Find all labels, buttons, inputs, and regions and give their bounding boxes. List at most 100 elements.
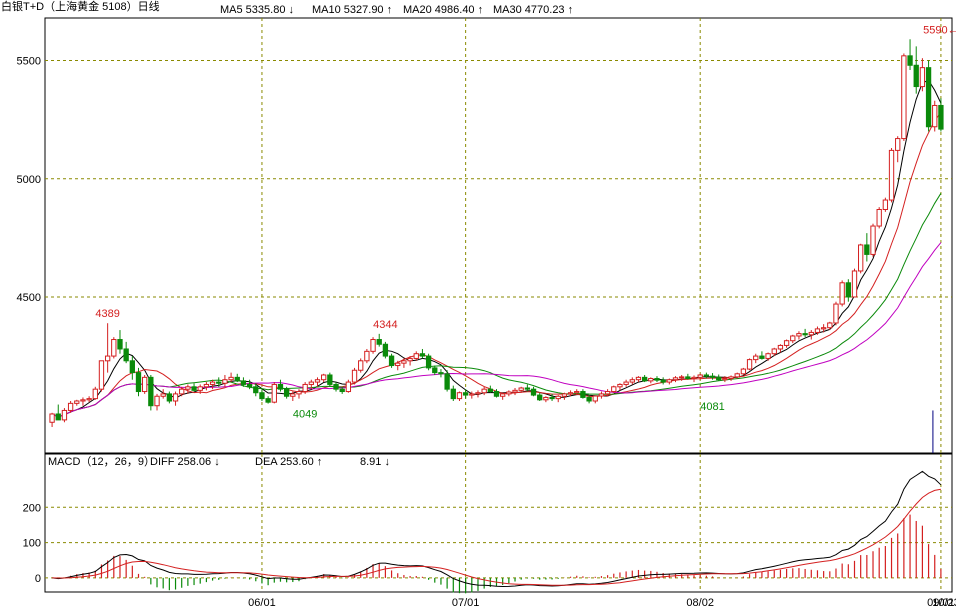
- candle-down: [438, 372, 444, 375]
- candle-up: [67, 402, 74, 411]
- candle-down: [444, 373, 450, 390]
- candle-up: [753, 355, 759, 361]
- candle-up: [469, 393, 475, 396]
- ma20-line: [51, 193, 942, 418]
- candle-down: [265, 398, 271, 403]
- candle-down: [759, 355, 765, 359]
- candle-up: [611, 386, 617, 393]
- candle-up: [506, 391, 512, 395]
- price-annotation: 4389: [95, 308, 119, 320]
- candle-up: [271, 383, 277, 403]
- candle-up: [197, 386, 203, 391]
- dea-line: [52, 488, 941, 586]
- candle-up: [154, 395, 160, 407]
- macd-tick-label: 200: [23, 502, 41, 514]
- candle-down: [450, 388, 456, 400]
- date-tick-label: 07/01: [452, 597, 480, 609]
- candle-down: [129, 360, 135, 374]
- macd-title: MACD（12，26，9）: [48, 455, 155, 468]
- price-annotation: 4049: [293, 409, 317, 421]
- candle-up: [901, 55, 907, 140]
- candle-up: [629, 379, 635, 383]
- candle-up: [413, 353, 419, 359]
- candle-up: [475, 392, 481, 395]
- candle-up: [74, 400, 80, 404]
- ma20-legend: MA20 4986.40 ↑: [403, 4, 483, 16]
- date-tick-label: 09/01: [927, 597, 955, 609]
- candle-up: [679, 376, 685, 379]
- candle-down: [660, 379, 666, 383]
- candle-up: [364, 350, 370, 362]
- candle-up: [783, 340, 790, 346]
- candle-up: [92, 388, 98, 400]
- candle-down: [339, 388, 345, 393]
- candle-up: [104, 355, 111, 362]
- candle-up: [617, 383, 623, 388]
- macd-tick-label: 0: [35, 573, 41, 585]
- candle-down: [685, 376, 691, 380]
- candle-up: [827, 322, 833, 329]
- candle-up: [179, 388, 185, 395]
- macd-panel-border: [44, 453, 953, 593]
- candle-up: [895, 138, 901, 151]
- candle-up: [697, 374, 703, 378]
- candle-up: [635, 376, 642, 381]
- candle-down: [376, 339, 382, 345]
- candle-down: [382, 343, 389, 357]
- candle-up: [407, 357, 413, 362]
- candles: [49, 39, 944, 427]
- candle-down: [845, 282, 851, 298]
- price-panel-border: [44, 17, 953, 454]
- candle-up: [500, 393, 506, 397]
- candle-up: [882, 199, 889, 210]
- candle-up: [851, 270, 858, 298]
- candle-up: [321, 374, 327, 381]
- candle-up: [481, 388, 487, 394]
- candle-down: [425, 355, 432, 369]
- candle-up: [790, 335, 796, 342]
- candle-up: [598, 393, 605, 397]
- candle-up: [561, 393, 568, 397]
- candle-up: [574, 391, 580, 394]
- candle-up: [160, 393, 166, 397]
- candle-up: [351, 369, 358, 383]
- candle-up: [777, 344, 784, 350]
- candle-down: [530, 388, 537, 396]
- candle-up: [672, 377, 679, 381]
- candle-up: [358, 360, 364, 371]
- price-annotation: 4344: [373, 319, 397, 331]
- price-annotations: 4389 4049 4344 4081 5590←: [95, 24, 956, 420]
- candle-up: [98, 360, 105, 390]
- candle-down: [327, 374, 333, 385]
- candle-up: [814, 328, 821, 333]
- candle-down: [55, 413, 61, 421]
- date-tick-label: 06/01: [248, 597, 276, 609]
- candle-up: [734, 373, 740, 378]
- candle-up: [80, 399, 86, 402]
- candle-up: [592, 395, 598, 402]
- candle-down: [913, 64, 919, 88]
- candle-down: [709, 375, 716, 378]
- candle-up: [833, 303, 839, 324]
- candle-up: [604, 391, 611, 395]
- candle-up: [203, 383, 210, 388]
- candle-down: [537, 394, 543, 401]
- macd-diff: DIFF 258.06 ↓: [150, 456, 220, 468]
- candle-up: [765, 353, 771, 359]
- macd-tick-label: 100: [23, 538, 41, 550]
- candle-up: [919, 67, 926, 88]
- candle-up: [746, 359, 753, 370]
- candle-up: [888, 149, 895, 201]
- candle-up: [666, 379, 672, 383]
- candle-up: [308, 381, 314, 385]
- price-annotation: 5590←: [923, 24, 956, 36]
- candle-up: [395, 362, 401, 367]
- ma10-line: [51, 112, 942, 418]
- candle-down: [216, 381, 222, 384]
- macd-value: 8.91 ↓: [360, 456, 390, 468]
- candle-down: [493, 391, 500, 397]
- candle-up: [142, 376, 148, 393]
- candle-up: [858, 244, 864, 272]
- candle-down: [716, 376, 722, 381]
